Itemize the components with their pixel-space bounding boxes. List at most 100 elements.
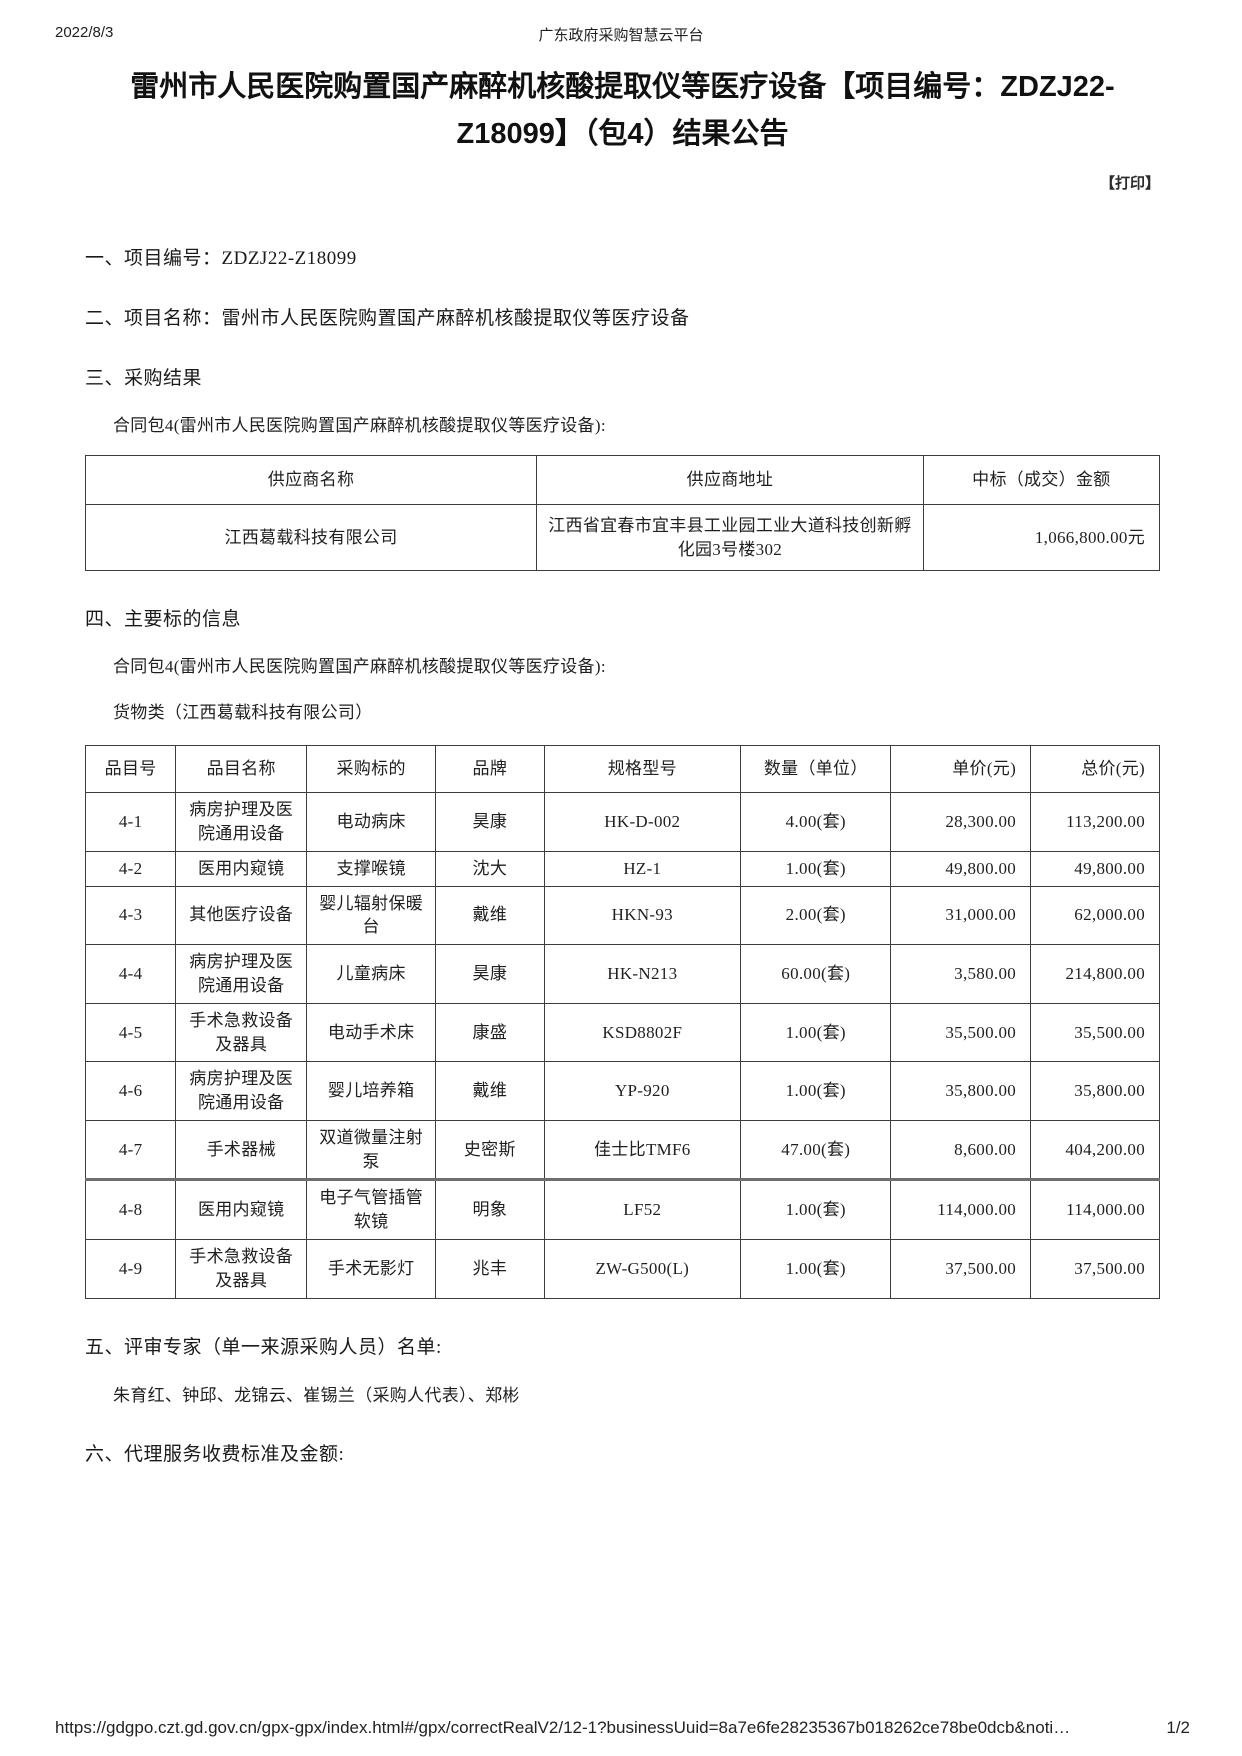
- brand-cell: 兆丰: [435, 1239, 545, 1299]
- table-row: 4-8 医用内窥镜 电子气管插管软镜 明象 LF52 1.00(套) 114,0…: [84, 1178, 1160, 1241]
- model-cell: LF52: [543, 1178, 742, 1241]
- unit-price-cell: 3,580.00: [890, 944, 1032, 1004]
- items-category-note: 货物类（江西葛载科技有限公司）: [113, 703, 373, 723]
- quantity-cell: 1.00(套): [740, 1178, 892, 1241]
- print-footer-bar: https://gdgpo.czt.gd.gov.cn/gpx-gpx/inde…: [55, 1718, 1190, 1738]
- model-cell: 佳士比TMF6: [543, 1119, 742, 1181]
- model-cell: ZW-G500(L): [543, 1239, 742, 1299]
- total-price-cell: 49,800.00: [1030, 850, 1160, 887]
- item-no-cell: 4-1: [84, 792, 177, 852]
- item-no-cell: 4-7: [84, 1119, 177, 1181]
- target-cell: 手术无影灯: [306, 1239, 437, 1299]
- unit-price-cell: 28,300.00: [890, 792, 1032, 852]
- unit-price-cell: 35,500.00: [890, 1002, 1032, 1063]
- brand-cell: 康盛: [435, 1002, 545, 1063]
- section-project-number: 一、项目编号：ZDZJ22-Z18099: [85, 247, 357, 269]
- model-cell: HKN-93: [543, 885, 742, 946]
- brand-cell: 戴维: [435, 1061, 545, 1121]
- item-name-cell: 病房护理及医院通用设备: [175, 944, 308, 1004]
- target-cell: 电子气管插管软镜: [306, 1178, 437, 1241]
- items-header-total-price: 总价(元): [1030, 745, 1160, 794]
- total-price-cell: 62,000.00: [1030, 885, 1160, 946]
- model-cell: HZ-1: [543, 850, 742, 887]
- item-no-cell: 4-6: [84, 1061, 177, 1121]
- model-cell: HK-D-002: [543, 792, 742, 852]
- item-name-cell: 医用内窥镜: [175, 1178, 308, 1241]
- target-cell: 婴儿辐射保暖台: [306, 885, 437, 946]
- document-body: 雷州市人民医院购置国产麻醉机核酸提取仪等医疗设备【项目编号：ZDZJ22-Z18…: [84, 71, 1161, 1465]
- unit-price-cell: 31,000.00: [890, 885, 1032, 946]
- table-row: 4-9 手术急救设备及器具 手术无影灯 兆丰 ZW-G500(L) 1.00(套…: [84, 1239, 1160, 1299]
- items-header-item-no: 品目号: [84, 745, 177, 794]
- item-no-cell: 4-5: [84, 1002, 177, 1063]
- item-no-cell: 4-8: [84, 1178, 177, 1241]
- expert-names: 朱育红、钟邱、龙锦云、崔锡兰（采购人代表）、郑彬: [113, 1385, 520, 1405]
- section-agency-fee: 六、代理服务收费标准及金额:: [85, 1443, 345, 1465]
- item-no-cell: 4-3: [84, 885, 177, 946]
- item-name-cell: 病房护理及医院通用设备: [175, 1061, 308, 1121]
- table-row: 4-6 病房护理及医院通用设备 婴儿培养箱 戴维 YP-920 1.00(套) …: [84, 1061, 1160, 1121]
- table-row: 4-4 病房护理及医院通用设备 儿童病床 昊康 HK-N213 60.00(套)…: [84, 944, 1160, 1004]
- unit-price-cell: 49,800.00: [890, 850, 1032, 887]
- items-table-header-row: 品目号 品目名称 采购标的 品牌 规格型号 数量（单位） 单价(元) 总价(元): [84, 745, 1160, 794]
- item-name-cell: 手术急救设备及器具: [175, 1239, 308, 1299]
- total-price-cell: 37,500.00: [1030, 1239, 1160, 1299]
- items-table: 品目号 品目名称 采购标的 品牌 规格型号 数量（单位） 单价(元) 总价(元)…: [84, 745, 1160, 1299]
- item-name-cell: 病房护理及医院通用设备: [175, 792, 308, 852]
- supplier-name-cell: 江西葛载科技有限公司: [84, 503, 538, 572]
- brand-cell: 沈大: [435, 850, 545, 887]
- items-header-brand: 品牌: [435, 745, 545, 794]
- table-row: 4-2 医用内窥镜 支撑喉镜 沈大 HZ-1 1.00(套) 49,800.00…: [84, 850, 1160, 887]
- quantity-cell: 1.00(套): [740, 850, 892, 887]
- footer-page-number: 1/2: [1166, 1718, 1190, 1737]
- target-cell: 婴儿培养箱: [306, 1061, 437, 1121]
- brand-cell: 史密斯: [435, 1119, 545, 1181]
- total-price-cell: 114,000.00: [1030, 1178, 1160, 1241]
- result-header-supplier-name: 供应商名称: [84, 454, 538, 505]
- target-cell: 支撑喉镜: [306, 850, 437, 887]
- print-button[interactable]: 【打印】: [1099, 174, 1160, 192]
- result-header-award-amount: 中标（成交）金额: [922, 454, 1161, 505]
- award-amount-cell: 1,066,800.00元: [922, 503, 1161, 572]
- table-row: 4-7 手术器械 双道微量注射泵 史密斯 佳士比TMF6 47.00(套) 8,…: [84, 1119, 1160, 1181]
- quantity-cell: 47.00(套): [740, 1119, 892, 1181]
- item-no-cell: 4-9: [84, 1239, 177, 1299]
- page-title: 雷州市人民医院购置国产麻醉机核酸提取仪等医疗设备【项目编号：ZDZJ22-Z18…: [130, 71, 1115, 150]
- header-platform-title: 广东政府采购智慧云平台: [538, 27, 704, 44]
- item-name-cell: 手术器械: [175, 1119, 308, 1181]
- model-cell: HK-N213: [543, 944, 742, 1004]
- section-main-target-info: 四、主要标的信息: [85, 609, 242, 631]
- table-row: 4-3 其他医疗设备 婴儿辐射保暖台 戴维 HKN-93 2.00(套) 31,…: [84, 885, 1160, 946]
- brand-cell: 昊康: [435, 792, 545, 852]
- table-row: 4-1 病房护理及医院通用设备 电动病床 昊康 HK-D-002 4.00(套)…: [84, 792, 1160, 852]
- total-price-cell: 214,800.00: [1030, 944, 1160, 1004]
- total-price-cell: 404,200.00: [1030, 1119, 1160, 1181]
- brand-cell: 明象: [435, 1178, 545, 1241]
- supplier-result-table: 供应商名称 供应商地址 中标（成交）金额 江西葛载科技有限公司 江西省宜春市宜丰…: [84, 454, 1161, 572]
- target-cell: 双道微量注射泵: [306, 1119, 437, 1181]
- unit-price-cell: 37,500.00: [890, 1239, 1032, 1299]
- item-name-cell: 其他医疗设备: [175, 885, 308, 946]
- brand-cell: 昊康: [435, 944, 545, 1004]
- total-price-cell: 113,200.00: [1030, 792, 1160, 852]
- target-cell: 儿童病床: [306, 944, 437, 1004]
- items-header-unit-price: 单价(元): [890, 745, 1032, 794]
- items-header-target: 采购标的: [306, 745, 437, 794]
- section-procurement-result: 三、采购结果: [85, 367, 203, 389]
- item-no-cell: 4-2: [84, 850, 177, 887]
- result-package-note: 合同包4(雷州市人民医院购置国产麻醉机核酸提取仪等医疗设备):: [113, 415, 606, 435]
- target-cell: 电动手术床: [306, 1002, 437, 1063]
- item-no-cell: 4-4: [84, 944, 177, 1004]
- total-price-cell: 35,800.00: [1030, 1061, 1160, 1121]
- quantity-cell: 1.00(套): [740, 1061, 892, 1121]
- item-name-cell: 医用内窥镜: [175, 850, 308, 887]
- items-header-model: 规格型号: [543, 745, 742, 794]
- items-package-note: 合同包4(雷州市人民医院购置国产麻醉机核酸提取仪等医疗设备):: [113, 657, 606, 677]
- quantity-cell: 1.00(套): [740, 1002, 892, 1063]
- supplier-address-cell: 江西省宜春市宜丰县工业园工业大道科技创新孵化园3号楼302: [536, 503, 924, 572]
- quantity-cell: 4.00(套): [740, 792, 892, 852]
- model-cell: KSD8802F: [543, 1002, 742, 1063]
- items-header-item-name: 品目名称: [175, 745, 308, 794]
- print-button-row: 【打印】: [85, 172, 1160, 193]
- quantity-cell: 60.00(套): [740, 944, 892, 1004]
